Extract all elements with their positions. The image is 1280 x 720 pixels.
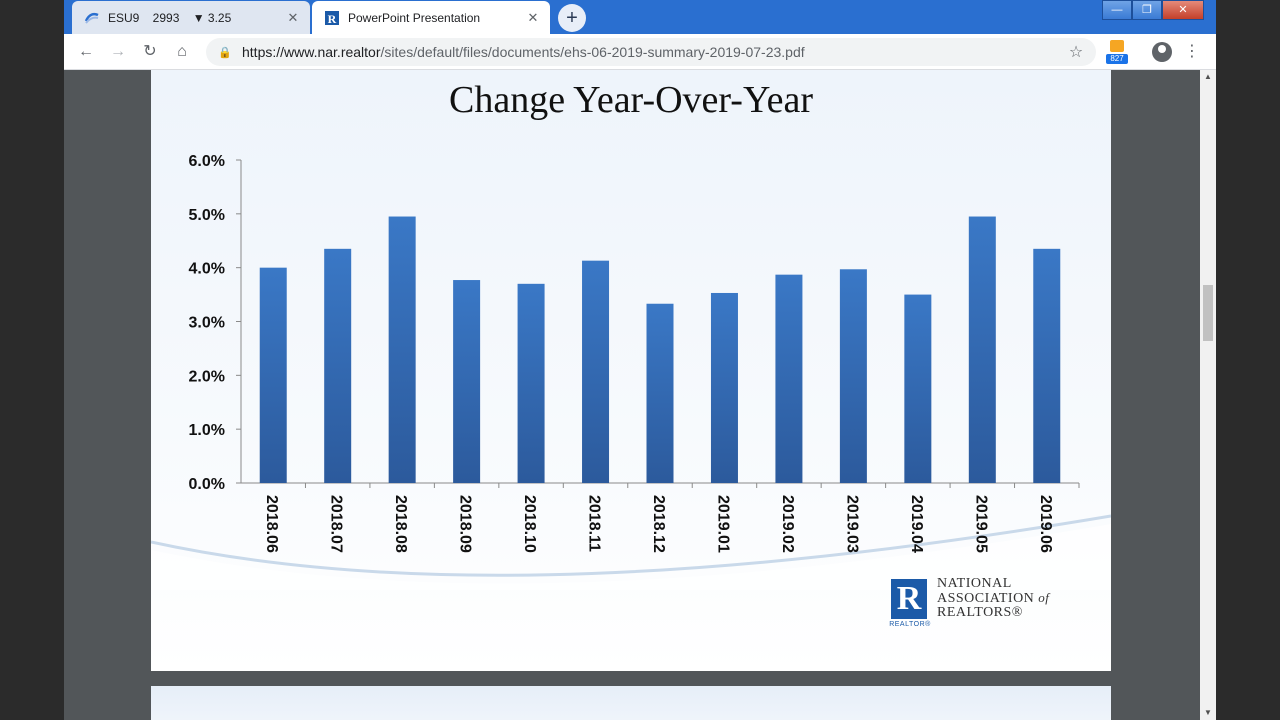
svg-text:R: R (328, 12, 337, 26)
x-tick-label: 2018.06 (263, 495, 280, 553)
bar-chart: 0.0% 1.0% 2.0% 3.0% 4.0% 5.0% 6.0% 2018.06 2018.… (189, 153, 1080, 553)
decorative-swoosh (151, 514, 1111, 590)
x-tick-label: 2019.06 (1037, 495, 1054, 553)
x-tick-label: 2019.04 (908, 495, 925, 553)
x-tick-label: 2018.10 (521, 495, 538, 553)
extension-badge: 827 (1106, 54, 1128, 64)
bar (517, 283, 545, 483)
profile-avatar-icon[interactable] (1152, 42, 1172, 62)
reload-button[interactable]: ↻ (143, 43, 157, 60)
y-tick-label: 3.0% (189, 315, 225, 332)
bar (968, 216, 996, 483)
tab-esu9[interactable]: ESU9 2993 ▼ 3.25 ✕ (72, 1, 310, 34)
nar-wordmark: NATIONAL ASSOCIATION of REALTORS® (937, 577, 1049, 620)
pdf-page-next (151, 686, 1111, 720)
bar (324, 248, 352, 483)
bar (388, 216, 416, 483)
realtor-trademark: REALTOR® (889, 621, 931, 628)
bar (839, 269, 867, 483)
pdf-viewport[interactable]: Change Year-Over-Year 0.0% 1.0% 2.0% 3.0% 4.… (64, 70, 1200, 720)
close-window-button[interactable]: ✕ (1162, 0, 1204, 20)
bar (259, 267, 287, 483)
realtor-favicon-icon: R (325, 10, 339, 26)
scroll-up-arrow-icon[interactable]: ▲ (1204, 72, 1212, 81)
close-tab-icon[interactable]: ✕ (527, 9, 539, 25)
minimize-button[interactable]: — (1102, 0, 1132, 20)
bar (775, 274, 803, 483)
slide-title: Change Year-Over-Year (449, 79, 813, 121)
scrollbar-thumb[interactable] (1203, 285, 1213, 341)
forward-button[interactable]: → (110, 43, 126, 60)
bookmark-star-icon[interactable]: ☆ (1068, 44, 1084, 61)
scroll-down-arrow-icon[interactable]: ▼ (1204, 708, 1212, 717)
y-tick-label: 1.0% (189, 422, 225, 439)
tab-powerpoint-presentation[interactable]: R PowerPoint Presentation ✕ (312, 1, 550, 34)
x-tick-label: 2018.09 (457, 495, 474, 553)
realtor-r-logo: R (891, 579, 927, 619)
bar (453, 280, 481, 483)
nar-wordmark-line3: REALTORS® (937, 605, 1023, 620)
x-tick-label: 2019.05 (972, 495, 989, 553)
bar (1033, 248, 1061, 483)
home-button[interactable]: ⌂ (177, 43, 187, 60)
lock-icon[interactable]: 🔒 (218, 46, 232, 59)
back-button[interactable]: ← (78, 43, 94, 60)
x-tick-label: 2018.08 (392, 495, 409, 553)
pdf-page-slide: Change Year-Over-Year 0.0% 1.0% 2.0% 3.0% 4.… (151, 70, 1111, 671)
rss-icon (1110, 40, 1124, 52)
rss-extension-icon[interactable]: 827 (1106, 40, 1128, 64)
close-tab-icon[interactable]: ✕ (287, 9, 299, 25)
window-controls: — ❐ ✕ (1102, 0, 1204, 20)
nar-wordmark-of: of (1038, 590, 1050, 605)
x-tick-label: 2018.11 (586, 495, 603, 552)
y-tick-label: 0.0% (189, 476, 225, 493)
x-tick-label: 2019.03 (843, 495, 860, 553)
browser-toolbar: ← → ↻ ⌂ 🔒 https://www.nar.realtor/sites/… (64, 34, 1216, 70)
tab-title: ESU9 2993 ▼ 3.25 (108, 10, 232, 25)
stock-ticker-icon (84, 12, 99, 24)
url-text[interactable]: https://www.nar.realtor/sites/default/fi… (242, 44, 1066, 60)
restore-button[interactable]: ❐ (1132, 0, 1162, 20)
tab-strip: ESU9 2993 ▼ 3.25 ✕ R PowerPoint Presenta… (64, 0, 1216, 34)
nar-wordmark-line1: NATIONAL (937, 576, 1012, 591)
bar (710, 292, 738, 483)
bar (646, 303, 674, 483)
new-tab-button[interactable]: + (558, 4, 586, 32)
vertical-scrollbar[interactable]: ▲ ▼ (1200, 70, 1216, 720)
bar (904, 294, 932, 483)
browser-window: ESU9 2993 ▼ 3.25 ✕ R PowerPoint Presenta… (64, 0, 1216, 720)
y-tick-label: 2.0% (189, 368, 225, 385)
nar-wordmark-association: ASSOCIATION (937, 591, 1035, 606)
url-path: /sites/default/files/documents/ehs-06-20… (380, 44, 805, 60)
x-tick-label: 2018.12 (650, 495, 667, 553)
address-bar[interactable]: 🔒 https://www.nar.realtor/sites/default/… (206, 38, 1096, 66)
browser-menu-icon[interactable]: ⋮ (1184, 43, 1200, 60)
x-tick-label: 2018.07 (328, 495, 345, 553)
url-host: https://www.nar.realtor (242, 44, 381, 60)
x-tick-label: 2019.02 (779, 495, 796, 553)
nar-logo: R REALTOR® NATIONAL ASSOCIATION of REALT… (889, 575, 1079, 631)
bar (582, 260, 610, 483)
y-tick-label: 6.0% (189, 153, 225, 170)
y-tick-label: 5.0% (189, 207, 225, 224)
tab-title: PowerPoint Presentation (348, 10, 481, 25)
y-tick-label: 4.0% (189, 261, 225, 278)
nar-wordmark-line2: ASSOCIATION of (937, 591, 1049, 606)
x-tick-label: 2019.01 (714, 495, 731, 553)
